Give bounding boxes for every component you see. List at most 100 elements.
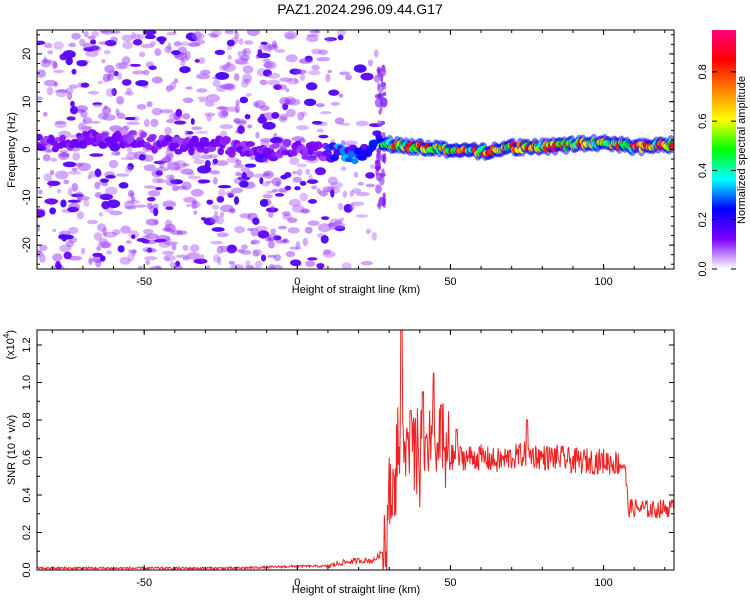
noise-blob xyxy=(233,73,240,82)
noise-blob xyxy=(250,239,260,245)
noise-blob xyxy=(143,119,150,128)
noise-blob xyxy=(243,78,252,85)
noise-blob xyxy=(285,250,296,258)
noise-blob xyxy=(316,128,324,133)
noise-blob xyxy=(240,249,252,255)
noise-blob xyxy=(210,215,220,224)
noise-blob xyxy=(227,46,232,50)
noise-blob xyxy=(176,185,187,190)
noise-blob xyxy=(123,200,136,209)
noise-blob xyxy=(236,120,248,125)
noise-blob xyxy=(53,81,59,88)
noise-blob xyxy=(250,241,256,245)
spectrogram-y-tick-label: -20 xyxy=(21,237,33,253)
noise-blob xyxy=(67,206,79,213)
noise-blob xyxy=(83,199,90,207)
noise-blob xyxy=(170,179,184,185)
noise-blob xyxy=(91,45,102,52)
noise-blob xyxy=(164,219,173,228)
noise-blob xyxy=(50,157,58,162)
noise-blob xyxy=(185,130,194,135)
spectrogram-axes: -50 0 50 100 -20 -10 0 10 20 xyxy=(21,30,674,288)
noise-blob xyxy=(96,246,102,251)
noise-blob xyxy=(153,207,159,217)
noise-blob xyxy=(304,226,313,234)
noise-blob xyxy=(209,154,218,159)
noise-blob xyxy=(165,174,175,180)
noise-blob xyxy=(307,199,318,204)
noise-blob xyxy=(255,225,268,231)
noise-blob xyxy=(173,160,187,169)
noise-blob xyxy=(67,187,73,196)
noise-blob xyxy=(46,86,54,96)
noise-blob xyxy=(241,79,249,88)
noise-blob xyxy=(230,264,244,269)
noise-blob xyxy=(39,253,46,263)
noise-blob xyxy=(262,121,276,130)
snr-y-tick-label: 0.0 xyxy=(21,562,33,577)
noise-blob xyxy=(260,41,268,45)
noise-blob xyxy=(149,41,156,47)
noise-blob xyxy=(113,70,119,77)
noise-blob xyxy=(38,189,43,195)
noise-blob xyxy=(355,120,369,127)
noise-blob xyxy=(76,211,85,220)
noise-blob xyxy=(110,30,121,34)
noise-blob xyxy=(155,166,170,172)
noise-blob xyxy=(265,180,273,184)
noise-blob xyxy=(54,121,67,129)
noise-blob xyxy=(258,44,271,50)
noise-blob xyxy=(121,79,132,86)
noise-blob xyxy=(139,51,146,58)
noise-blob xyxy=(204,112,216,117)
noise-blob xyxy=(181,181,192,191)
noise-blob xyxy=(120,225,131,234)
noise-blob xyxy=(334,220,343,225)
noise-blob xyxy=(143,185,157,189)
noise-blob xyxy=(97,80,104,85)
noise-blob xyxy=(44,198,59,205)
noise-blob xyxy=(188,42,202,47)
noise-blob xyxy=(217,110,229,119)
noise-blob xyxy=(120,156,134,161)
noise-blob xyxy=(371,231,377,241)
noise-blob xyxy=(339,217,345,221)
noise-blob xyxy=(185,32,197,41)
ridge-blob xyxy=(353,147,364,156)
noise-blob xyxy=(191,126,203,131)
noise-blob xyxy=(291,204,305,213)
noise-blob xyxy=(265,237,274,242)
noise-blob xyxy=(124,205,137,210)
noise-blob xyxy=(360,260,373,266)
noise-blob xyxy=(68,170,82,175)
noise-blob xyxy=(246,170,254,179)
noise-blob xyxy=(102,227,108,237)
noise-blob xyxy=(262,194,274,199)
noise-blob xyxy=(145,218,159,226)
noise-blob xyxy=(150,118,159,128)
noise-blob xyxy=(330,101,340,106)
noise-blob xyxy=(262,58,271,63)
noise-blob xyxy=(299,192,309,202)
noise-blob xyxy=(220,83,234,90)
noise-blob xyxy=(278,84,288,91)
spectrogram-y-tick-label: -10 xyxy=(21,189,33,205)
noise-blob xyxy=(98,211,104,217)
noise-blob xyxy=(132,39,143,46)
noise-blob xyxy=(151,169,163,178)
noise-blob xyxy=(48,180,53,188)
noise-blob xyxy=(82,118,87,128)
noise-blob xyxy=(179,66,191,74)
noise-blob xyxy=(305,260,316,268)
ridge-blob xyxy=(301,154,310,160)
noise-blob xyxy=(216,195,225,203)
noise-blob xyxy=(173,41,182,47)
noise-blob xyxy=(360,72,374,81)
noise-blob xyxy=(159,159,165,169)
noise-blob xyxy=(156,160,168,164)
snr-axes: -50 0 50 100 0.0 0.2 0.4 0.6 0.8 1.0 1.2 xyxy=(21,330,674,589)
noise-blob xyxy=(198,99,209,103)
noise-blob xyxy=(133,204,147,208)
noise-blob xyxy=(142,228,154,235)
